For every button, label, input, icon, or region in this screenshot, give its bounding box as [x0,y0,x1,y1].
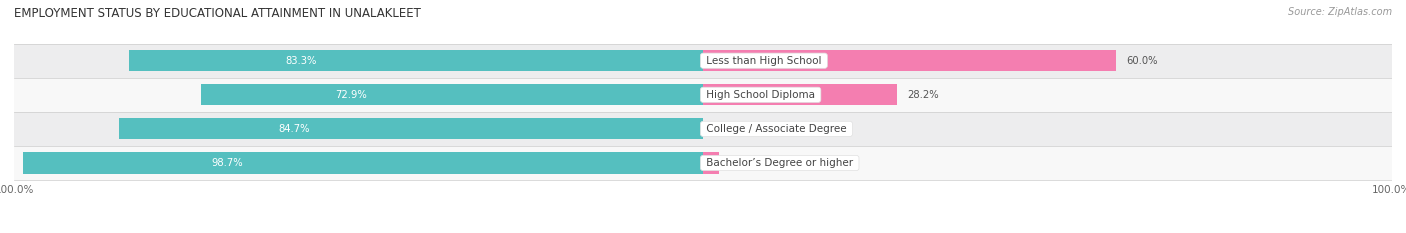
Text: 72.9%: 72.9% [336,90,367,100]
Bar [14,146,1392,180]
Text: 98.7%: 98.7% [211,158,243,168]
Text: Source: ZipAtlas.com: Source: ZipAtlas.com [1288,7,1392,17]
Text: High School Diploma: High School Diploma [703,90,818,100]
Text: 60.0%: 60.0% [1126,56,1159,66]
Bar [14,44,1392,78]
Text: EMPLOYMENT STATUS BY EDUCATIONAL ATTAINMENT IN UNALAKLEET: EMPLOYMENT STATUS BY EDUCATIONAL ATTAINM… [14,7,420,20]
Text: College / Associate Degree: College / Associate Degree [703,124,849,134]
Text: 84.7%: 84.7% [278,124,311,134]
Text: 2.3%: 2.3% [730,158,755,168]
Bar [703,152,718,174]
Bar [14,112,1392,146]
Text: 0.0%: 0.0% [713,124,738,134]
Bar [14,78,1392,112]
Bar [703,84,897,105]
Text: 83.3%: 83.3% [285,56,316,66]
Bar [703,50,1116,71]
Bar [22,152,703,174]
Text: Less than High School: Less than High School [703,56,825,66]
Text: Bachelor’s Degree or higher: Bachelor’s Degree or higher [703,158,856,168]
Bar [129,50,703,71]
Bar [201,84,703,105]
Bar [120,118,703,140]
Text: 28.2%: 28.2% [908,90,939,100]
